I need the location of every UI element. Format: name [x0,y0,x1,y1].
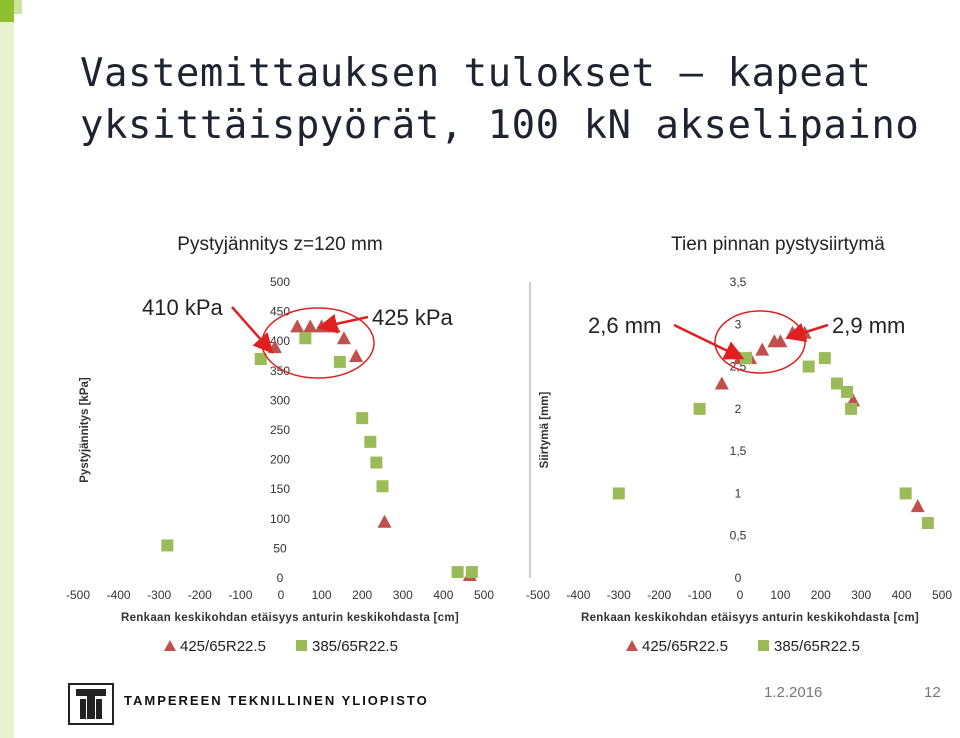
footer-date: 1.2.2016 [764,684,823,701]
chart1-triangle-point [349,349,364,362]
chart1-annotation-label: 425 kPa [372,305,453,330]
chart1-x-tick-label: 0 [278,588,285,602]
chart2-x-tick-label: 200 [811,588,831,602]
chart1-triangle-point [303,319,318,333]
chart1-square-point [161,539,174,552]
chart2-square-point [841,385,854,398]
chart2-x-tick-label: -300 [607,588,631,602]
chart1-annotation-arrow [231,306,274,354]
chart2-legend-triangle-marker [626,640,638,651]
chart1-y-tick-label: 300 [270,393,290,407]
chart1-y-tick-label: 500 [270,275,290,289]
chart2-square-point [693,402,706,415]
chart1-square-point [451,566,464,579]
chart1-x-tick-label: 500 [474,588,494,602]
chart1-legend-triangle-marker [164,640,176,651]
chart2-x-tick-label: 0 [737,588,744,602]
chart2-triangle-point [773,334,788,348]
slide-number: 12 [924,684,941,701]
chart2-triangle-point [910,499,925,513]
chart2-x-tick-label: 500 [932,588,952,602]
chart2-title: Tien pinnan pystysiirtymä [671,234,885,255]
chart1-triangle-point [290,319,305,333]
chart2-square-point [818,352,831,365]
chart1-legend-square-marker [296,640,307,651]
chart1-y-tick-label: 0 [277,571,284,585]
chart2-triangle-point [755,342,770,356]
chart1-legend-label: 385/65R22.5 [312,638,398,655]
chart2-x-tick-label: -100 [688,588,712,602]
chart1-title: Pystyjännitys z=120 mm [177,234,382,255]
chart2-annotation-label: 2,6 mm [588,313,661,338]
chart1-square-point [364,435,377,448]
chart2-x-tick-label: 400 [892,588,912,602]
chart1-square-point [376,480,389,493]
chart1-x-tick-label: -400 [107,588,131,602]
chart1-y-tick-label: 350 [270,364,290,378]
chart2-legend-square-marker [758,640,769,651]
chart2-square-point [921,517,934,530]
chart2-x-tick-label: 300 [851,588,871,602]
chart1-square-point [356,412,369,425]
chart2-highlight-ellipse [714,310,806,374]
university-name: TAMPEREEN TEKNILLINEN YLIOPISTO [124,693,429,708]
chart1-y-tick-label: 100 [270,512,290,526]
chart1-y-tick-label: 250 [270,423,290,437]
chart2-x-axis-label: Renkaan keskikohdan etäisyys anturin kes… [581,612,919,624]
chart2-triangle-point [714,376,729,390]
chart1-y-tick-label: 150 [270,482,290,496]
left-decor-accent [0,0,14,22]
chart2-square-point [845,402,858,415]
chart2-y-tick-label: 2 [735,402,742,416]
chart1-x-tick-label: 200 [352,588,372,602]
chart1-triangle-point [336,331,351,345]
chart1-x-tick-label: 400 [433,588,453,602]
chart1-annotation-arrow [317,314,369,334]
chart1-y-axis-label: Pystyjännitys [kPa] [79,377,91,483]
chart2-annotation-arrow [673,323,745,360]
chart2-x-tick-label: -400 [566,588,590,602]
chart1-x-tick-label: 100 [312,588,332,602]
chart2-x-tick-label: -500 [526,588,550,602]
chart2-square-point [612,487,625,500]
chart2-y-axis-label: Siirtymä [mm] [539,391,551,468]
slide-title: Vastemittauksen tulokset – kapeat yksitt… [80,51,920,148]
chart2-y-tick-label: 0 [735,571,742,585]
chart1-x-tick-label: -500 [66,588,90,602]
left-decor-bar [0,0,14,738]
chart1-x-tick-label: 300 [393,588,413,602]
chart1-x-axis-label: Renkaan keskikohdan etäisyys anturin kes… [121,612,459,624]
chart1-square-point [299,332,312,345]
chart2-legend-label: 425/65R22.5 [642,638,728,655]
chart1-square-point [370,456,383,469]
chart2-y-tick-label: 3 [735,317,742,331]
chart2-square-point [802,360,815,373]
chart1-x-tick-label: -300 [147,588,171,602]
chart2-legend-label: 385/65R22.5 [774,638,860,655]
chart1-square-point [465,566,478,579]
chart1-annotation-label: 410 kPa [142,295,223,320]
chart2-x-tick-label: 100 [770,588,790,602]
chart2-square-point [740,352,753,365]
chart2-square-point [830,377,843,390]
chart1-legend-label: 425/65R22.5 [180,638,266,655]
chart1-y-tick-label: 50 [273,541,287,555]
chart2-y-tick-label: 1,5 [730,444,747,458]
chart1-triangle-point [377,514,392,528]
chart1-square-point [333,355,346,368]
chart1-x-tick-label: -100 [228,588,252,602]
chart2-y-tick-label: 0,5 [730,529,747,543]
chart2-annotation-label: 2,9 mm [832,313,905,338]
chart2-x-tick-label: -200 [647,588,671,602]
chart1-x-tick-label: -200 [188,588,212,602]
chart2-square-point [899,487,912,500]
left-decor-accent-light [14,0,22,14]
chart1-square-point [254,352,267,365]
chart1-y-tick-label: 200 [270,453,290,467]
chart2-annotation-arrow [785,322,829,343]
chart2-y-tick-label: 3,5 [730,275,747,289]
university-logo-icon [68,683,114,725]
chart2-y-tick-label: 1 [735,486,742,500]
